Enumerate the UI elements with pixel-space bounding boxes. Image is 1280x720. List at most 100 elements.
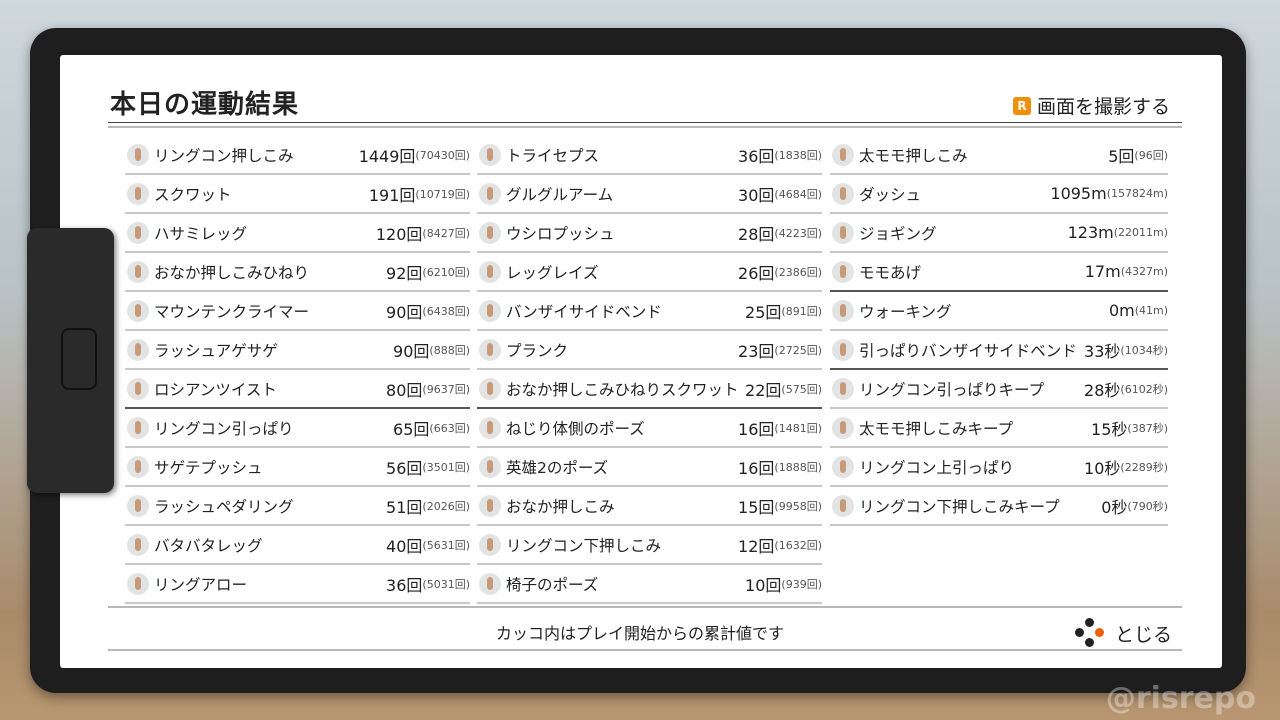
exercise-name: サゲテプッシュ [154, 458, 263, 477]
exercise-total-value: (22011m) [1113, 226, 1168, 239]
exercise-row: マウンテンクライマー 90回 (6438回) [125, 292, 470, 331]
exercise-icon [127, 377, 149, 400]
exercise-name: 太モモ押しこみキープ [859, 419, 1014, 438]
exercise-icon [127, 572, 149, 595]
exercise-row: リングコン上引っぱり 10秒 (2289秒) [830, 448, 1168, 487]
header-divider-light [108, 126, 1182, 128]
exercise-total-value: (1481回) [774, 421, 822, 435]
exercise-name: 太モモ押しこみ [859, 146, 968, 165]
exercise-total-value: (3501回) [422, 460, 470, 474]
exercise-total-value: (1838回) [774, 148, 822, 162]
exercise-row: ラッシュアゲサゲ 90回 (888回) [125, 331, 470, 370]
exercise-total-value: (663回) [429, 421, 470, 435]
exercise-name: グルグルアーム [506, 185, 614, 204]
exercise-name: リングアロー [154, 575, 248, 594]
exercise-name: ハサミレッグ [154, 224, 248, 243]
exercise-name: バタバタレッグ [154, 536, 263, 555]
exercise-total-value: (96回) [1134, 148, 1168, 162]
exercise-total-value: (1888回) [774, 460, 822, 474]
results-column-2: トライセプス 36回 (1838回) グルグルアーム 30回 (4684回) ウ… [477, 136, 822, 604]
exercise-total-value: (6438回) [422, 304, 470, 318]
exercise-total-value: (9958回) [774, 499, 822, 513]
exercise-icon [479, 221, 501, 244]
exercise-row: スクワット 191回 (10719回) [125, 175, 470, 214]
exercise-today-value: 123m [1067, 223, 1114, 242]
exercise-row: バンザイサイドベンド 25回 (891回) [477, 292, 822, 331]
exercise-row: 太モモ押しこみ 5回 (96回) [830, 136, 1168, 175]
exercise-total-value: (8427回) [422, 226, 470, 240]
exercise-name: 英雄2のポーズ [506, 458, 609, 477]
exercise-icon [127, 494, 149, 517]
exercise-icon [832, 143, 854, 166]
exercise-today-value: 90回 [386, 302, 423, 322]
exercise-today-value: 56回 [386, 458, 423, 478]
exercise-today-value: 17m [1084, 262, 1121, 281]
exercise-row: ロシアンツイスト 80回 (9637回) [125, 370, 470, 409]
exercise-icon [127, 182, 149, 205]
exercise-today-value: 1449回 [358, 146, 416, 166]
exercise-total-value: (939回) [781, 577, 822, 591]
exercise-icon [832, 494, 854, 517]
exercise-total-value: (888回) [429, 343, 470, 357]
exercise-today-value: 15秒 [1091, 419, 1128, 439]
close-button[interactable]: とじる [1074, 618, 1172, 648]
exercise-today-value: 0m [1108, 301, 1135, 320]
exercise-icon [479, 143, 501, 166]
exercise-today-value: 51回 [386, 497, 423, 517]
close-label: とじる [1114, 623, 1172, 646]
exercise-today-value: 10回 [745, 575, 782, 595]
results-column-1: リングコン押しこみ 1449回 (70430回) スクワット 191回 (107… [125, 136, 470, 604]
exercise-row: 太モモ押しこみキープ 15秒 (387秒) [830, 409, 1168, 448]
exercise-total-value: (10719回) [415, 187, 470, 201]
exercise-today-value: 28秒 [1084, 380, 1121, 400]
exercise-name: おなか押しこみひねりスクワット [506, 380, 739, 399]
exercise-today-value: 92回 [386, 263, 423, 283]
exercise-today-value: 25回 [745, 302, 782, 322]
exercise-row: ダッシュ 1095m (157824m) [830, 175, 1168, 214]
exercise-icon [832, 299, 854, 322]
exercise-name: リングコン下押しこみ [506, 536, 662, 555]
exercise-row: リングコン引っぱり 65回 (663回) [125, 409, 470, 448]
exercise-icon [127, 299, 149, 322]
exercise-total-value: (2289秒) [1120, 460, 1168, 474]
footer-note: カッコ内はプレイ開始からの累計値です [495, 624, 784, 643]
exercise-total-value: (575回) [781, 382, 822, 396]
exercise-name: リングコン押しこみ [154, 146, 294, 165]
exercise-icon [479, 572, 501, 595]
exercise-name: リングコン引っぱり [154, 419, 294, 438]
exercise-icon [127, 221, 149, 244]
exercise-icon [832, 377, 854, 400]
exercise-name: おなか押しこみ [506, 497, 615, 516]
exercise-icon [479, 182, 501, 205]
exercise-today-value: 26回 [738, 263, 775, 283]
exercise-icon [127, 533, 149, 556]
exercise-icon [832, 260, 854, 283]
exercise-today-value: 120回 [375, 224, 423, 244]
results-sheet [60, 55, 1222, 668]
exercise-name: ダッシュ [859, 185, 922, 204]
exercise-icon [479, 533, 501, 556]
exercise-icon [479, 299, 501, 322]
results-column-3: 太モモ押しこみ 5回 (96回) ダッシュ 1095m (157824m) ジョ… [830, 136, 1168, 526]
exercise-row: 椅子のポーズ 10回 (939回) [477, 565, 822, 604]
screenshot-label: 画面を撮影する [1036, 96, 1170, 118]
exercise-today-value: 36回 [738, 146, 775, 166]
exercise-icon [832, 182, 854, 205]
exercise-icon [479, 494, 501, 517]
page-title: 本日の運動結果 [110, 90, 300, 120]
screenshot-button[interactable]: R 画面を撮影する [1012, 92, 1170, 119]
exercise-today-value: 30回 [738, 185, 775, 205]
exercise-today-value: 15回 [738, 497, 775, 517]
exercise-row: おなか押しこみひねり 92回 (6210回) [125, 253, 470, 292]
exercise-row: おなか押しこみ 15回 (9958回) [477, 487, 822, 526]
exercise-total-value: (2026回) [422, 499, 470, 513]
exercise-name: ねじり体側のポーズ [506, 419, 645, 438]
button-cluster-icon [1074, 618, 1105, 648]
exercise-row: バタバタレッグ 40回 (5631回) [125, 526, 470, 565]
exercise-icon [127, 338, 149, 361]
exercise-name: バンザイサイドベンド [506, 302, 662, 321]
exercise-total-value: (157824m) [1106, 187, 1168, 200]
exercise-icon [832, 221, 854, 244]
exercise-row: リングコン押しこみ 1449回 (70430回) [125, 136, 470, 175]
exercise-total-value: (2386回) [774, 265, 822, 279]
